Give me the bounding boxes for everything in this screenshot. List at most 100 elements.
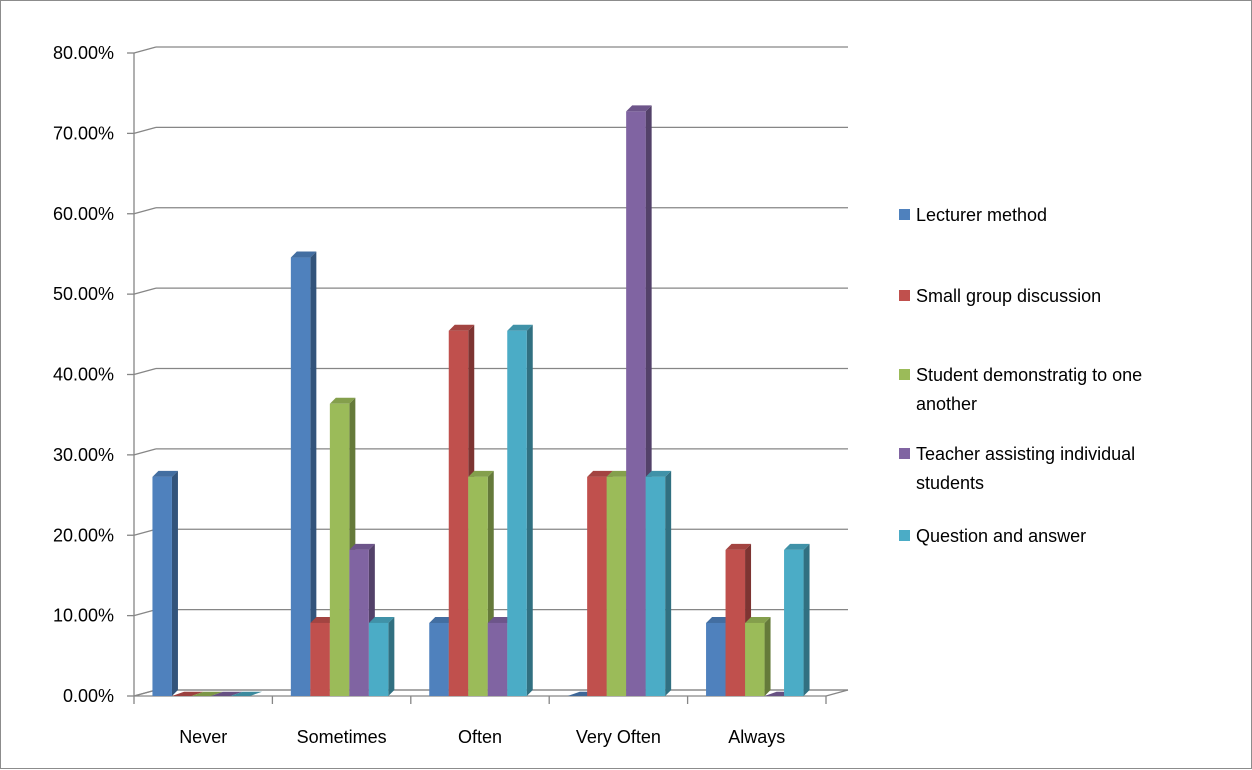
legend-item: Question and answer [899, 526, 1086, 546]
legend-item: Small group discussion [899, 286, 1101, 306]
bar-top [606, 470, 633, 477]
x-tick-label: Sometimes [297, 727, 387, 747]
gridline-side [133, 126, 157, 135]
legend-label: Teacher assisting individual [916, 444, 1135, 464]
bar-side [526, 324, 533, 696]
bar-front [645, 476, 666, 696]
bar-front [784, 549, 804, 696]
bar-top [706, 616, 732, 623]
bar-top [645, 470, 672, 477]
legend-label: students [916, 473, 984, 493]
bar-top [784, 543, 810, 550]
bar-top [626, 105, 652, 112]
bar-front [468, 476, 488, 696]
bar [507, 324, 533, 696]
bar-top [349, 543, 375, 550]
bar-front [706, 622, 726, 696]
bar-side [388, 616, 395, 696]
y-tick-label: 10.00% [53, 606, 114, 626]
bar-top [468, 470, 494, 477]
y-tick-label: 30.00% [53, 445, 114, 465]
bar [368, 616, 395, 696]
gridline-side [133, 367, 157, 376]
bar-top [290, 251, 317, 258]
legend-item: Student demonstratig to one another [899, 365, 1142, 414]
bar-front [587, 476, 607, 696]
gridline-side [133, 528, 157, 536]
bar-side [803, 543, 810, 696]
legend-swatch [899, 369, 910, 380]
bar [191, 691, 224, 696]
bar-front [507, 330, 527, 696]
x-tick-labels: Never Sometimes Often Very Often Always [179, 727, 785, 747]
bar-front [725, 549, 746, 696]
legend-label: Lecturer method [916, 205, 1047, 225]
legend-swatch [899, 290, 910, 301]
bar-side [310, 251, 317, 696]
legend-label: Small group discussion [916, 286, 1101, 306]
bar-front [310, 622, 330, 696]
y-tick-labels: 0.00% 10.00% 20.00% 30.00% 40.00% 50.00% 60.00… [53, 43, 114, 706]
bar-front [368, 622, 389, 696]
y-tick-label: 60.00% [53, 204, 114, 224]
gridline-side [133, 207, 157, 215]
bar-top [745, 616, 771, 623]
bar-front [290, 257, 311, 696]
bar [152, 470, 178, 696]
bar-top [507, 324, 533, 331]
y-tick-label: 40.00% [53, 365, 114, 385]
y-tick-label: 20.00% [53, 525, 114, 545]
y-tick-label: 0.00% [63, 686, 114, 706]
bar-top [429, 616, 455, 623]
legend: Lecturer method Small group discussion Stu… [899, 205, 1142, 546]
gridline-side [133, 46, 157, 54]
legend-item: Teacher assisting individual students [899, 444, 1135, 493]
bar [210, 691, 243, 696]
bar [745, 616, 771, 696]
gridline-side [133, 448, 157, 456]
legend-swatch [899, 448, 910, 459]
bar-top [230, 691, 263, 696]
bars [152, 105, 810, 697]
bar-side [764, 616, 771, 696]
bar-top [191, 691, 224, 696]
bar-top [329, 397, 356, 404]
x-tick-label: Always [728, 727, 785, 747]
bar [171, 691, 204, 696]
y-tick-label: 70.00% [53, 123, 114, 143]
legend-item: Lecturer method [899, 205, 1047, 225]
legend-label: Student demonstratig to one [916, 365, 1142, 385]
bar-front [152, 476, 172, 696]
bar-top [310, 616, 336, 623]
bar-top [152, 470, 178, 477]
bar [645, 470, 672, 696]
bar [230, 691, 263, 696]
legend-swatch [899, 530, 910, 541]
bar-front [606, 476, 627, 696]
bar-front [448, 330, 469, 696]
bar-front [329, 403, 350, 696]
bar-top [171, 691, 204, 696]
legend-swatch [899, 209, 910, 220]
bar-front [745, 622, 765, 696]
gridline-side [133, 689, 157, 697]
bar-side [665, 470, 672, 696]
y-tick-label: 50.00% [53, 284, 114, 304]
bar-top [587, 470, 613, 477]
gridline-side [133, 608, 157, 617]
x-tick-label: Often [458, 727, 502, 747]
bar-top [448, 324, 475, 331]
gridline-side [133, 287, 157, 295]
legend-label: another [916, 394, 977, 414]
bar-front [429, 622, 449, 696]
bar-side [171, 470, 178, 696]
y-tick-label: 80.00% [53, 43, 114, 63]
floor-edge-right [825, 689, 849, 697]
bar-front [487, 622, 508, 696]
bar-front [626, 111, 646, 697]
bar-top [487, 616, 514, 623]
bar [784, 543, 810, 696]
bar-top [210, 691, 243, 696]
